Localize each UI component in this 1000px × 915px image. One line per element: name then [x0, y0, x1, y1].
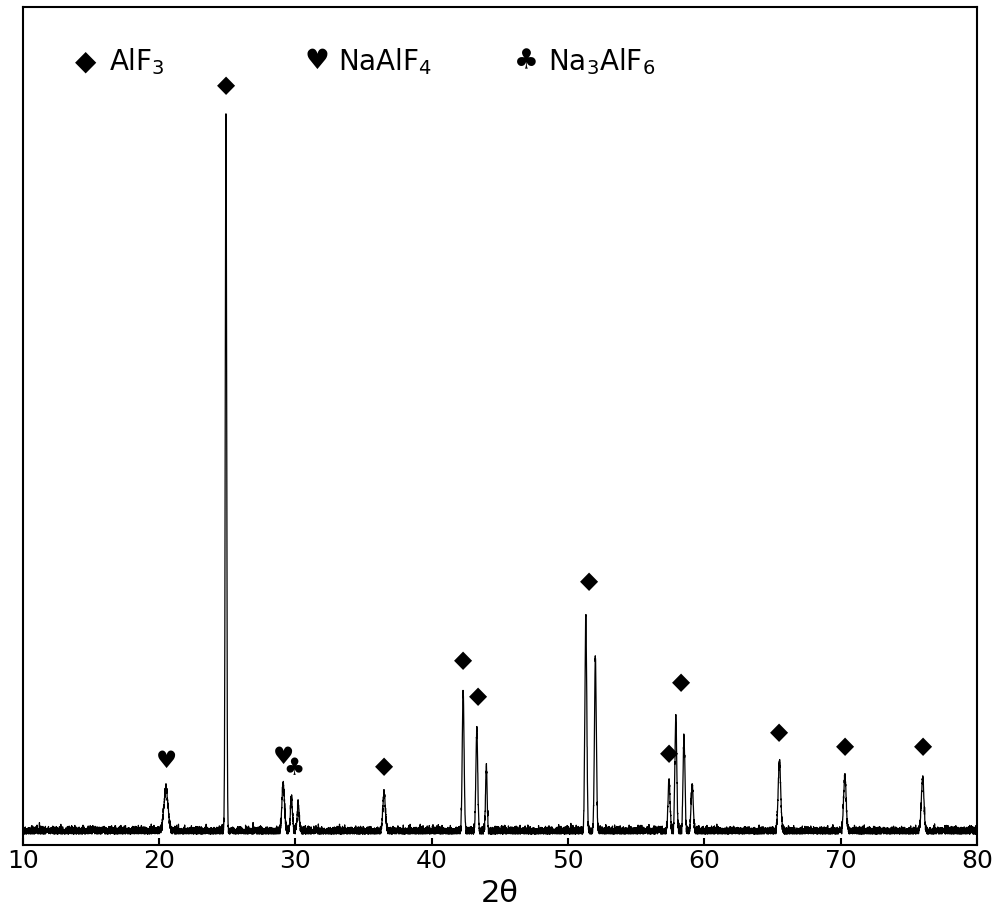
Text: ◆: ◆ — [375, 755, 393, 779]
Text: ♥: ♥ — [273, 745, 294, 770]
X-axis label: 2θ: 2θ — [481, 879, 519, 908]
Text: ◆: ◆ — [75, 48, 97, 75]
Text: Na$_3$AlF$_6$: Na$_3$AlF$_6$ — [548, 46, 655, 77]
Text: ◆: ◆ — [469, 684, 487, 708]
Text: ◆: ◆ — [660, 741, 678, 766]
Text: ◆: ◆ — [914, 735, 932, 759]
Text: ◆: ◆ — [770, 720, 789, 744]
Text: ♥: ♥ — [155, 748, 177, 773]
Text: ♣: ♣ — [514, 48, 539, 75]
Text: ◆: ◆ — [454, 648, 472, 672]
Text: ◆: ◆ — [580, 569, 598, 593]
Text: NaAlF$_4$: NaAlF$_4$ — [338, 46, 432, 77]
Text: ♥: ♥ — [304, 48, 329, 75]
Text: ◆: ◆ — [217, 73, 235, 97]
Text: AlF$_3$: AlF$_3$ — [109, 46, 164, 77]
Text: ♣: ♣ — [284, 756, 305, 780]
Text: ◆: ◆ — [672, 670, 690, 694]
Text: ◆: ◆ — [836, 735, 854, 759]
